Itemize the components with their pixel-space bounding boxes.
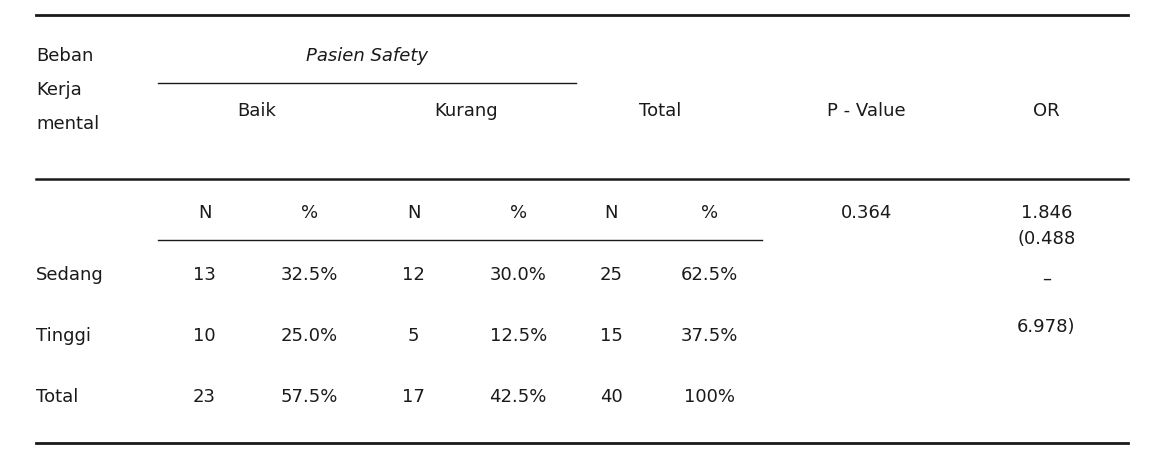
Text: Kerja: Kerja <box>36 81 81 99</box>
Text: Beban: Beban <box>36 47 93 65</box>
Text: 17: 17 <box>403 388 425 406</box>
Text: 42.5%: 42.5% <box>489 388 547 406</box>
Text: 5: 5 <box>407 327 419 345</box>
Text: (0.488: (0.488 <box>1017 230 1076 248</box>
Text: 1.846: 1.846 <box>1021 204 1072 222</box>
Text: 57.5%: 57.5% <box>281 388 338 406</box>
Text: 25.0%: 25.0% <box>281 327 338 345</box>
Text: %: % <box>300 204 318 222</box>
Text: –: – <box>1042 270 1051 288</box>
Text: 23: 23 <box>193 388 217 406</box>
Text: %: % <box>701 204 718 222</box>
Text: P - Value: P - Value <box>828 102 906 120</box>
Text: Tinggi: Tinggi <box>36 327 91 345</box>
Text: Pasien Safety: Pasien Safety <box>306 47 428 65</box>
Text: N: N <box>198 204 212 222</box>
Text: 0.364: 0.364 <box>840 204 892 222</box>
Text: Total: Total <box>36 388 79 406</box>
Text: Sedang: Sedang <box>36 266 104 284</box>
Text: Baik: Baik <box>237 102 276 120</box>
Text: 40: 40 <box>599 388 623 406</box>
Text: 30.0%: 30.0% <box>490 266 547 284</box>
Text: Total: Total <box>639 102 682 120</box>
Text: mental: mental <box>36 115 99 133</box>
Text: 15: 15 <box>599 327 623 345</box>
Text: N: N <box>604 204 618 222</box>
Text: 13: 13 <box>193 266 217 284</box>
Text: 12.5%: 12.5% <box>490 327 547 345</box>
Text: 100%: 100% <box>684 388 736 406</box>
Text: 25: 25 <box>599 266 623 284</box>
Text: 6.978): 6.978) <box>1017 318 1076 336</box>
Text: 10: 10 <box>193 327 215 345</box>
Text: 37.5%: 37.5% <box>681 327 738 345</box>
Text: N: N <box>407 204 420 222</box>
Text: 32.5%: 32.5% <box>281 266 338 284</box>
Text: 62.5%: 62.5% <box>681 266 738 284</box>
Text: %: % <box>510 204 526 222</box>
Text: 12: 12 <box>403 266 425 284</box>
Text: Kurang: Kurang <box>434 102 498 120</box>
Text: OR: OR <box>1034 102 1059 120</box>
